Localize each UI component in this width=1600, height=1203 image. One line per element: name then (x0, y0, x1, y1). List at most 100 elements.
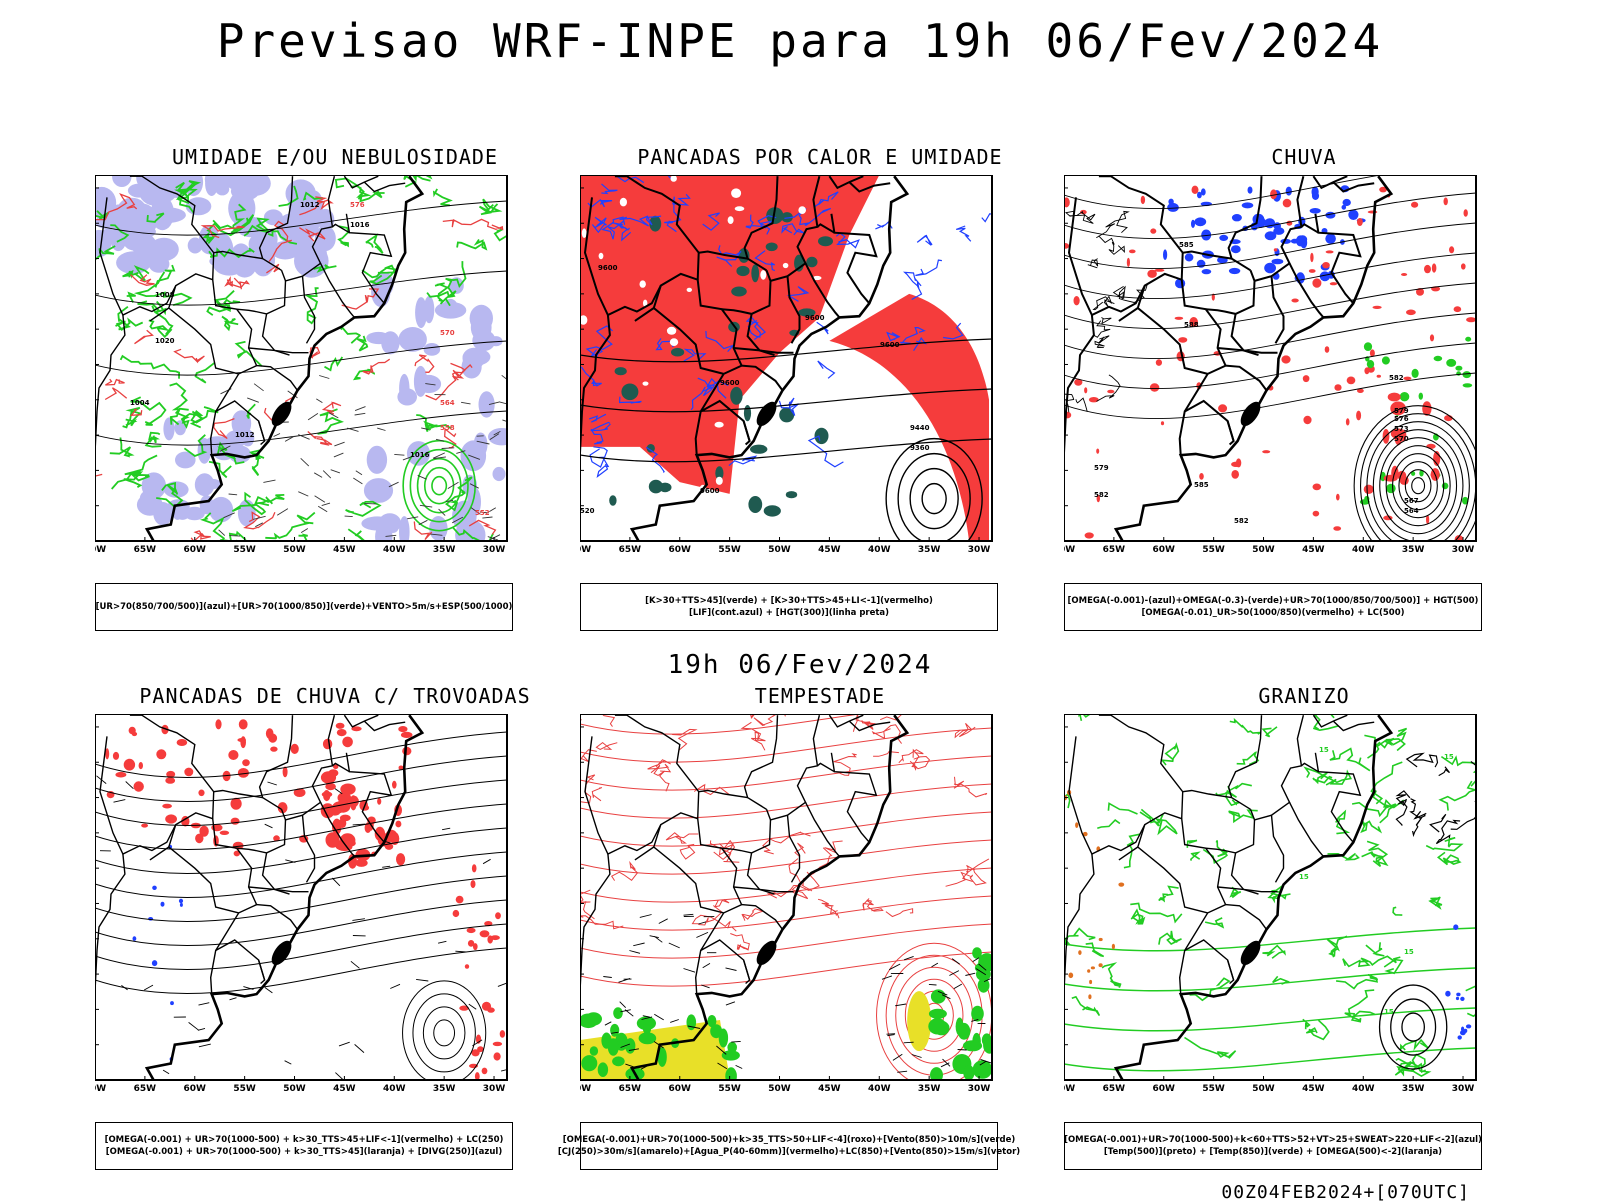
hail-area (1464, 1029, 1468, 1033)
lon-tick-label: 40W (1352, 545, 1375, 555)
rain-area-red (1336, 494, 1340, 501)
storm-area (340, 784, 355, 795)
rain-area-red (1303, 416, 1311, 424)
wind-area (710, 1024, 722, 1038)
humidity-area (424, 343, 441, 356)
instability-area (779, 407, 794, 422)
storm-area (396, 853, 405, 865)
hail-area (1458, 1035, 1462, 1039)
rain-area-blue (1242, 202, 1254, 208)
storm-area (471, 880, 476, 888)
rain-area-red (1444, 198, 1448, 206)
lon-tick-label: 65W (619, 1084, 642, 1094)
rain-area-red (1199, 473, 1204, 480)
rain-area-blue (1168, 199, 1173, 205)
instability-area (615, 367, 627, 375)
rain-area-blue (1191, 220, 1195, 228)
rain-area-red (1150, 383, 1159, 391)
rain-area-blue (1232, 214, 1242, 221)
rain-area-blue (1167, 203, 1179, 212)
panel-title: CHUVA (1064, 145, 1544, 169)
storm-area (337, 729, 347, 736)
legend-pancadas-calor: [K>30+TTS>45](verde) + [K>30+TTS>45+LI<-… (580, 583, 998, 631)
storm-area (321, 771, 336, 783)
rain-area-red (1334, 384, 1341, 391)
storm-area (473, 943, 478, 950)
contour-label: 15 (1404, 948, 1414, 956)
divergence-area (170, 1001, 174, 1005)
legend-line: [CJ(250)>30m/s](amarelo)+[Agua_P(40-60mm… (558, 1146, 1020, 1158)
clear-gap (783, 263, 789, 268)
legend-trovoadas: [OMEGA(-0.001) + UR>70(1000-500) + k>30_… (95, 1122, 513, 1170)
clear-gap (775, 440, 783, 449)
storm-area (377, 798, 381, 805)
lon-tick-label: 70W (1064, 1084, 1075, 1094)
wind-vector (958, 1050, 967, 1051)
instability-area (751, 264, 759, 282)
storm-area (156, 749, 166, 759)
lon-tick-label: 50W (283, 545, 306, 555)
wind-area (727, 1042, 737, 1053)
storm-area (228, 750, 238, 760)
rain-area-red (1424, 265, 1431, 273)
rain-area-blue (1298, 235, 1307, 243)
rain-area-red (1368, 211, 1378, 214)
lon-tick-label: 45W (1302, 545, 1325, 555)
rain-area-red (1432, 263, 1437, 272)
clear-gap (670, 338, 678, 346)
rain-area-blue (1265, 231, 1277, 240)
instability-area (621, 384, 638, 401)
wind-area (973, 1060, 993, 1079)
lon-tick-label: 65W (619, 545, 642, 555)
map-pancadas-calor: 9600960096009600952096009440936012S15S18… (580, 175, 1060, 585)
panel-tempestade: TEMPESTADE 12S15S18S21S24S27S30S33S36S39… (580, 684, 1060, 1174)
rain-area-red (1313, 511, 1320, 517)
rain-area-red (1156, 359, 1162, 366)
instability-area (609, 495, 616, 506)
rain-area-red (1364, 485, 1374, 494)
contour-label: 9600 (805, 314, 825, 322)
rain-area-blue (1201, 188, 1206, 195)
omega-area (1089, 980, 1092, 984)
lon-tick-label: 30W (1452, 545, 1475, 555)
wind-area (928, 1018, 946, 1034)
humidity-area (472, 330, 495, 351)
humidity-area (493, 467, 506, 481)
clear-gap (582, 228, 587, 238)
lon-tick-label: 50W (1252, 545, 1275, 555)
storm-area (500, 1030, 505, 1038)
lon-tick-label: 30W (483, 545, 506, 555)
omega-area (1087, 969, 1090, 973)
rain-area-red (1401, 273, 1407, 276)
lon-tick-label: 70W (580, 545, 591, 555)
map-frame-group: 12S15S18S21S24S27S30S33S36S39S42S70W65W6… (95, 714, 512, 1094)
lon-tick-label: 65W (1103, 545, 1126, 555)
contour-label: 15 (1444, 753, 1454, 761)
storm-area (270, 747, 277, 752)
contour-label: 582 (1234, 517, 1249, 525)
rain-area-red (1084, 387, 1087, 393)
lon-tick-label: 40W (868, 545, 891, 555)
rain-area-blue (1185, 253, 1194, 261)
rain-area-red (1074, 296, 1080, 305)
rain-area-red (1283, 199, 1292, 208)
storm-area (242, 759, 250, 766)
omega-area (1068, 973, 1073, 979)
rain-area-red (1444, 415, 1453, 421)
rain-area-red (1357, 218, 1363, 226)
storm-area (165, 777, 175, 784)
humidity-area (488, 428, 516, 445)
storm-area (162, 804, 172, 809)
panel-title: TEMPESTADE (580, 684, 1060, 708)
humidity-area (479, 391, 495, 417)
contour-label: 564 (1404, 507, 1419, 515)
rain-area-blue (1291, 239, 1298, 244)
storm-area (482, 1068, 488, 1075)
lon-tick-label: 60W (669, 1084, 692, 1094)
rain-area-red (1346, 418, 1350, 425)
storm-area (177, 739, 188, 746)
clear-gap (760, 270, 766, 280)
rain-area-green (1463, 383, 1473, 387)
lon-tick-label: 35W (433, 545, 456, 555)
